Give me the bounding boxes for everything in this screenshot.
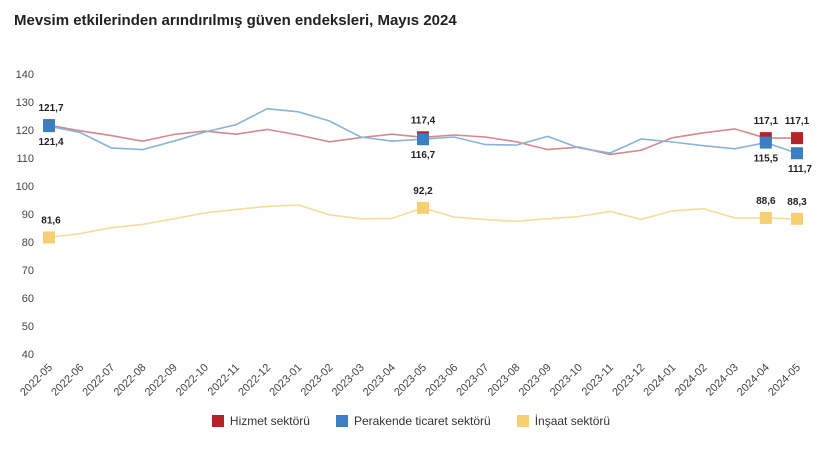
series-marker-3 — [43, 231, 55, 244]
data-label: 121,4 — [38, 137, 63, 148]
series-marker-2 — [417, 133, 429, 146]
y-tick-label: 130 — [16, 97, 34, 109]
y-tick-label: 60 — [22, 293, 34, 305]
legend: Hizmet sektörü Perakende ticaret sektörü İ… — [0, 414, 822, 428]
series-marker-2 — [43, 120, 55, 133]
x-tick-label: 2024-03 — [704, 362, 741, 399]
legend-item-3: İnşaat sektörü — [516, 414, 611, 428]
series-marker-2 — [759, 136, 772, 149]
x-tick-label: 2023-03 — [330, 362, 367, 399]
x-tick-label: 2023-02 — [299, 362, 336, 399]
legend-item-1: Hizmet sektörü — [211, 414, 310, 428]
x-tick-label: 2022-08 — [112, 362, 149, 399]
y-tick-label: 110 — [16, 153, 34, 165]
series-marker-3 — [417, 201, 429, 214]
x-tick-label: 2024-05 — [766, 362, 803, 399]
x-tick-label: 2023-08 — [486, 362, 523, 399]
x-tick-label: 2023-01 — [267, 362, 304, 399]
legend-label: Hizmet sektörü — [229, 414, 310, 428]
y-tick-label: 90 — [22, 209, 34, 221]
chart-title: Mevsim etkilerinden arındırılmış güven e… — [14, 12, 457, 29]
x-tick-label: 2024-02 — [673, 362, 710, 399]
y-tick-label: 100 — [16, 181, 34, 193]
legend-label: Perakende ticaret sektörü — [353, 414, 491, 428]
x-tick-label: 2023-12 — [610, 362, 647, 399]
data-label: 92,2 — [413, 186, 433, 197]
data-label: 117,1 — [785, 116, 810, 127]
legend-item-2: Perakende ticaret sektörü — [335, 414, 491, 428]
x-tick-label: 2023-06 — [423, 362, 460, 399]
data-label: 81,6 — [41, 216, 61, 227]
y-tick-label: 120 — [16, 125, 34, 137]
data-label: 121,7 — [38, 103, 63, 114]
data-label: 115,5 — [754, 154, 779, 165]
data-label: 117,1 — [754, 116, 779, 127]
data-label: 117,4 — [411, 115, 436, 126]
legend-label: İnşaat sektörü — [534, 414, 611, 428]
y-tick-label: 140 — [16, 69, 34, 81]
legend-swatch — [516, 415, 529, 427]
x-tick-label: 2022-10 — [174, 362, 211, 399]
x-tick-label: 2024-01 — [641, 362, 678, 399]
y-tick-label: 40 — [22, 349, 34, 361]
x-tick-label: 2022-09 — [143, 362, 180, 399]
data-label: 88,3 — [787, 197, 807, 208]
x-tick-label: 2022-07 — [80, 362, 117, 399]
data-label: 111,7 — [788, 164, 812, 175]
series-marker-3 — [791, 212, 803, 225]
data-label: 116,7 — [411, 150, 436, 161]
series-marker-2 — [791, 147, 803, 160]
x-tick-label: 2022-12 — [236, 362, 273, 399]
x-tick-label: 2022-05 — [18, 362, 55, 399]
x-tick-label: 2024-04 — [735, 362, 772, 399]
y-tick-label: 70 — [22, 265, 34, 277]
x-tick-label: 2023-05 — [392, 362, 429, 399]
x-tick-label: 2022-06 — [49, 362, 86, 399]
x-tick-label: 2023-09 — [517, 362, 554, 399]
legend-swatch — [211, 415, 224, 427]
x-tick-label: 2023-10 — [548, 362, 585, 399]
series-marker-1 — [791, 132, 803, 145]
y-tick-label: 80 — [22, 237, 34, 249]
x-tick-label: 2023-11 — [580, 362, 616, 398]
x-tick-label: 2023-04 — [361, 362, 398, 399]
data-label: 88,6 — [756, 196, 776, 207]
legend-swatch — [335, 415, 348, 427]
series-marker-3 — [759, 211, 772, 224]
y-tick-label: 50 — [22, 321, 34, 333]
x-tick-label: 2022-11 — [206, 362, 242, 398]
x-tick-label: 2023-07 — [454, 362, 491, 399]
